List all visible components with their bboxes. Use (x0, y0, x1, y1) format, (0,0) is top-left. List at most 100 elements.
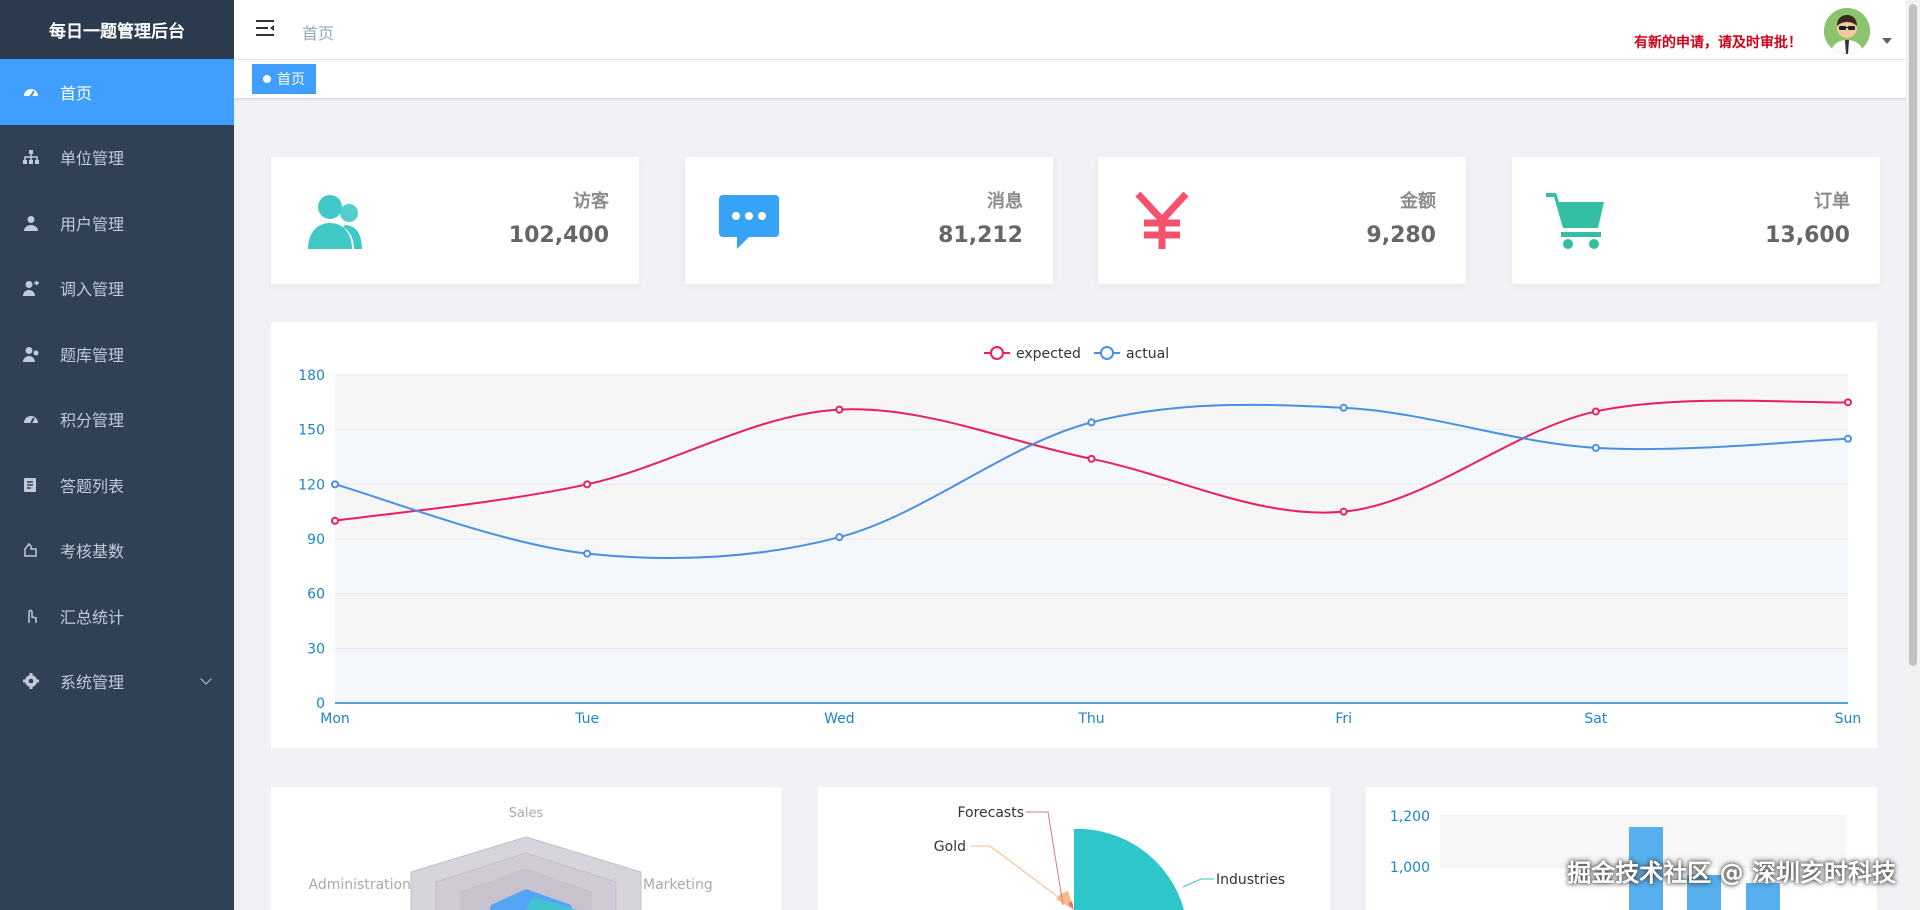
pie-label-line (1026, 811, 1064, 906)
people-icon (305, 191, 365, 251)
sidebar-item-points[interactable]: 积分管理 (0, 387, 234, 453)
sidebar-item-label: 系统管理 (60, 673, 125, 693)
pie-label: Industries (1216, 872, 1285, 888)
sidebar-item-label: 调入管理 (60, 280, 125, 300)
sidebar-item-answers[interactable]: 答题列表 (0, 452, 234, 518)
sidebar-item-statistics[interactable]: 汇总统计 (0, 583, 234, 649)
x-tick-label: Sun (1835, 711, 1862, 727)
cart-icon (1546, 191, 1606, 251)
question-bank-icon (22, 345, 40, 363)
grid-band (335, 593, 1848, 649)
card-messages[interactable]: 消息 81,212 (685, 157, 1053, 284)
yen-icon (1132, 191, 1192, 251)
sidebar-item-label: 用户管理 (60, 214, 125, 234)
bar (1687, 875, 1721, 910)
sidebar-item-label: 积分管理 (60, 411, 125, 431)
y-tick-label: 180 (298, 368, 325, 384)
card-value: 9,280 (1366, 223, 1436, 248)
sidebar-item-label: 汇总统计 (60, 607, 125, 627)
radar-indicator-label: Administration (309, 877, 411, 893)
x-tick-label: Fri (1335, 711, 1352, 727)
page-scrollbar[interactable] (1906, 0, 1920, 910)
pie-chart-panel: Forecasts Gold Industries (818, 787, 1330, 910)
statistics-icon (22, 607, 40, 625)
bar-chart-panel: 1,200 1,000 (1366, 787, 1877, 910)
breadcrumb[interactable]: 首页 (302, 24, 335, 43)
card-visitors[interactable]: 访客 102,400 (271, 157, 639, 284)
pie-label: Gold (934, 839, 966, 855)
bar (1746, 883, 1780, 910)
radar-chart-panel: Sales Administration Marketing (271, 787, 781, 910)
tags-view: 首页 (234, 60, 1920, 99)
scrollbar-thumb[interactable] (1909, 4, 1917, 666)
data-point-actual (1591, 443, 1600, 452)
grid-band (335, 648, 1848, 703)
pie-slice (1074, 828, 1184, 910)
watermark: 掘金技术社区 @ 深圳亥时科技 (1567, 859, 1896, 887)
sidebar-brand: 每日一题管理后台 (0, 0, 234, 59)
data-point-expected (1339, 507, 1348, 516)
card-label: 访客 (573, 191, 609, 212)
y-tick-label: 120 (298, 477, 325, 493)
legend-label: actual (1126, 346, 1169, 362)
pie-chart[interactable]: Forecasts Gold Industries (818, 787, 1330, 910)
data-point-actual (1844, 434, 1852, 443)
line-chart[interactable]: 0 30 60 90 120 150 180 Mon Tue Wed Thu Fri Sat Sun exp… (271, 322, 1877, 748)
gear-icon (22, 672, 40, 690)
y-tick-label: 0 (316, 696, 325, 712)
card-orders[interactable]: 订单 13,600 (1512, 157, 1880, 284)
bar-chart[interactable]: 1,200 1,000 (1366, 787, 1877, 910)
sidebar-item-units[interactable]: 单位管理 (0, 125, 234, 191)
chevron-down-icon (200, 672, 212, 685)
bar (1629, 827, 1663, 910)
active-dot-icon (263, 75, 271, 83)
data-point-expected (331, 516, 339, 525)
sidebar-item-home[interactable]: 首页 (0, 59, 234, 125)
approval-notice[interactable]: 有新的申请，请及时审批！ (1634, 35, 1802, 51)
sidebar-item-users[interactable]: 用户管理 (0, 190, 234, 256)
x-tick-label: Mon (320, 711, 350, 727)
data-point-expected (1087, 454, 1096, 463)
avatar[interactable] (1824, 8, 1870, 54)
data-point-expected (1844, 398, 1852, 407)
card-label: 金额 (1400, 191, 1436, 212)
card-value: 13,600 (1765, 223, 1850, 248)
legend-label: expected (1016, 346, 1081, 362)
data-point-actual (331, 480, 339, 489)
org-tree-icon (22, 148, 40, 166)
data-point-expected (1591, 407, 1600, 416)
navbar: 首页 有新的申请，请及时审批！ (234, 0, 1920, 60)
sidebar-item-transfer[interactable]: 调入管理 (0, 256, 234, 322)
x-tick-label: Wed (824, 711, 855, 727)
sidebar-item-label: 题库管理 (60, 345, 125, 365)
card-label: 订单 (1814, 191, 1850, 212)
grid-band (335, 539, 1848, 594)
list-icon (22, 476, 40, 494)
pie-slice (1068, 901, 1074, 910)
x-tick-label: Tue (574, 711, 599, 727)
data-point-actual (1087, 418, 1096, 427)
sidebar-item-label: 答题列表 (60, 476, 125, 496)
message-icon (719, 191, 779, 251)
sidebar-item-question-bank[interactable]: 题库管理 (0, 321, 234, 387)
sidebar-item-assessment[interactable]: 考核基数 (0, 518, 234, 584)
legend-marker-expected (990, 346, 1004, 360)
sidebar: 每日一题管理后台 首页 单位管理 用户管理 调入管理 (0, 0, 234, 910)
data-point-actual (583, 549, 592, 558)
hamburger-icon[interactable] (254, 18, 276, 38)
sidebar-item-system[interactable]: 系统管理 (0, 649, 234, 715)
data-point-expected (835, 405, 844, 414)
points-icon (22, 410, 40, 428)
tag-label: 首页 (277, 72, 305, 88)
sidebar-item-label: 考核基数 (60, 542, 125, 562)
y-tick-label: 150 (298, 423, 325, 439)
data-point-actual (835, 533, 844, 542)
radar-chart[interactable]: Sales Administration Marketing (271, 787, 781, 910)
card-amount[interactable]: 金额 9,280 (1098, 157, 1466, 284)
x-tick-label: Thu (1077, 711, 1104, 727)
y-tick-label: 30 (307, 641, 325, 657)
tag-home[interactable]: 首页 (252, 64, 316, 94)
caret-down-icon[interactable] (1882, 38, 1892, 44)
dashboard-icon (22, 83, 40, 101)
line-chart-panel: 0 30 60 90 120 150 180 Mon Tue Wed Thu Fri Sat Sun exp… (271, 322, 1877, 748)
